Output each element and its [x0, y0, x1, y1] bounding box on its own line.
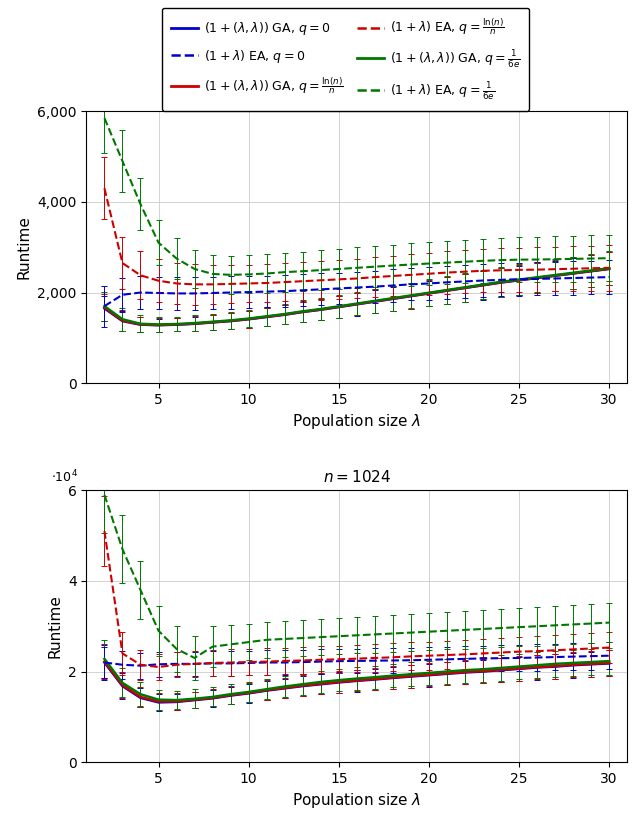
X-axis label: Population size $\lambda$: Population size $\lambda$	[292, 792, 422, 811]
Legend: $(1+(\lambda,\lambda))$ GA, $q=0$, $(1+\lambda)$ EA, $q=0$, $(1+(\lambda,\lambda: $(1+(\lambda,\lambda))$ GA, $q=0$, $(1+\…	[162, 8, 529, 111]
X-axis label: Population size $\lambda$: Population size $\lambda$	[292, 413, 422, 432]
Title: $n = 1024$: $n = 1024$	[323, 469, 391, 485]
Y-axis label: Runtime: Runtime	[17, 215, 31, 279]
Text: $\cdot10^4$: $\cdot10^4$	[51, 468, 78, 485]
Y-axis label: Runtime: Runtime	[47, 594, 62, 658]
Title: $n = 128$: $n = 128$	[328, 90, 386, 106]
